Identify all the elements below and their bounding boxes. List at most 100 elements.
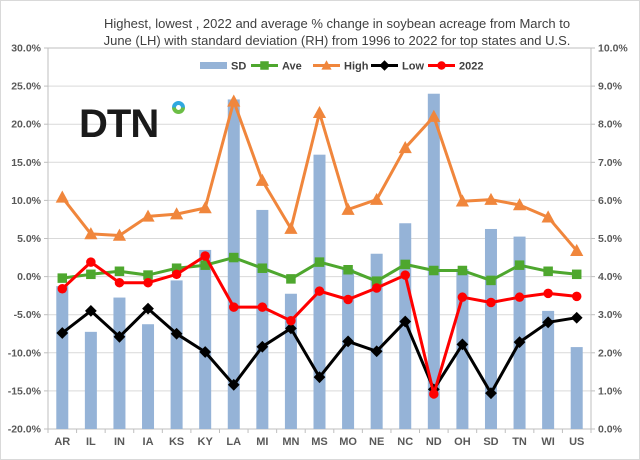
legend-label: High bbox=[344, 61, 369, 73]
x-axis-label: LA bbox=[226, 436, 241, 448]
left-axis-label: 30.0% bbox=[11, 43, 41, 55]
high-marker bbox=[370, 192, 384, 205]
dtn-logo-text: DTN bbox=[79, 102, 158, 146]
low-marker bbox=[342, 335, 354, 348]
sd-bar bbox=[84, 331, 97, 429]
high-marker bbox=[312, 105, 327, 119]
2022-marker bbox=[114, 277, 125, 288]
left-axis-label: 0.0% bbox=[17, 271, 42, 283]
sd-bar bbox=[342, 268, 355, 429]
legend-label: 2022 bbox=[459, 61, 483, 73]
x-axis-label: KS bbox=[169, 436, 184, 448]
right-axis-label: 5.0% bbox=[598, 233, 623, 245]
2022-marker bbox=[400, 270, 410, 280]
2022-marker bbox=[571, 291, 582, 302]
2022-marker bbox=[200, 251, 210, 261]
sd-bar bbox=[370, 253, 383, 429]
right-axis-label: 7.0% bbox=[598, 157, 623, 169]
dtn-logo: DTN bbox=[79, 101, 185, 146]
2022-marker bbox=[429, 389, 439, 399]
low-marker bbox=[56, 327, 69, 339]
right-axis-label: 6.0% bbox=[598, 195, 623, 207]
ave-marker bbox=[343, 264, 353, 275]
plot-area: 30.0% 10.0% 25.0% 9.0% 20.0% 8.0% 15.0% 7.0% 10.… bbox=[8, 43, 629, 449]
high-marker bbox=[112, 228, 127, 241]
sd-bar bbox=[427, 93, 440, 429]
ave-marker bbox=[200, 260, 210, 270]
legend-item-high: High bbox=[313, 60, 369, 73]
sd-bar bbox=[113, 297, 126, 429]
low-marker bbox=[256, 340, 269, 353]
low-marker bbox=[485, 387, 497, 400]
ave-marker bbox=[114, 266, 125, 277]
legend-label: SD bbox=[231, 61, 246, 73]
right-axis-label: 2.0% bbox=[598, 347, 623, 359]
high-marker bbox=[170, 207, 184, 220]
legend-item-2022: 2022 bbox=[428, 61, 483, 73]
left-axis-label: -5.0% bbox=[14, 309, 42, 321]
x-axis-label: MN bbox=[282, 436, 299, 448]
ave-marker bbox=[286, 274, 296, 284]
ave-marker bbox=[457, 265, 468, 276]
legend-item-ave: Ave bbox=[251, 61, 302, 73]
low-marker bbox=[170, 327, 183, 340]
low-marker bbox=[199, 346, 212, 358]
ave-marker bbox=[429, 265, 439, 276]
low-marker bbox=[313, 371, 326, 384]
high-marker bbox=[484, 192, 498, 205]
x-axis-label: SD bbox=[483, 436, 498, 448]
ave-marker bbox=[314, 257, 325, 267]
2022-marker bbox=[57, 284, 68, 294]
x-axis-label: NC bbox=[397, 436, 413, 448]
right-axis-label: 4.0% bbox=[598, 271, 623, 283]
low-marker bbox=[399, 315, 412, 328]
high-marker bbox=[398, 141, 412, 154]
2022-marker bbox=[514, 292, 525, 302]
sd-bar bbox=[570, 347, 583, 429]
low-marker bbox=[84, 305, 97, 317]
dtn-logo-ring-bottom-icon bbox=[172, 107, 185, 114]
x-axis-label: TN bbox=[512, 436, 527, 448]
high-marker bbox=[341, 202, 355, 215]
right-axis-label: 9.0% bbox=[598, 81, 623, 93]
2022-marker bbox=[86, 257, 96, 267]
ave-marker bbox=[514, 260, 525, 270]
high-marker bbox=[198, 201, 212, 214]
low-marker bbox=[227, 378, 240, 391]
right-axis-label: 0.0% bbox=[598, 424, 623, 436]
ave-marker bbox=[57, 273, 68, 283]
low-marker bbox=[513, 336, 526, 349]
ave-marker bbox=[571, 269, 582, 280]
x-axis-label: ND bbox=[426, 436, 442, 448]
legend-item-low: Low bbox=[371, 60, 424, 73]
dtn-logo-ring-top-icon bbox=[172, 101, 185, 108]
ave-marker bbox=[86, 269, 96, 280]
high-marker bbox=[570, 243, 584, 256]
2022-marker bbox=[314, 286, 325, 296]
low-marker bbox=[370, 345, 383, 358]
high-marker bbox=[55, 190, 69, 203]
high-marker bbox=[84, 227, 98, 240]
low-marker bbox=[456, 338, 469, 351]
left-axis-label: 25.0% bbox=[11, 81, 41, 93]
high-marker bbox=[427, 109, 441, 122]
legend-marker-diamond bbox=[379, 60, 390, 71]
right-axis-label: 10.0% bbox=[598, 43, 628, 55]
ave-marker bbox=[400, 259, 410, 270]
2022-marker bbox=[257, 302, 268, 312]
legend-item-sd: SD bbox=[200, 61, 246, 73]
sd-bar bbox=[142, 324, 155, 429]
high-marker bbox=[141, 209, 155, 222]
chart-legend: SD Ave High Low 2022 bbox=[200, 60, 483, 73]
x-axis-label: WI bbox=[541, 436, 554, 448]
x-axis-label: MO bbox=[339, 436, 357, 448]
x-axis-label: OH bbox=[454, 436, 471, 448]
2022-marker bbox=[343, 294, 353, 305]
legend-sd-swatch bbox=[200, 62, 227, 69]
sd-bar bbox=[227, 99, 240, 429]
2022-marker bbox=[543, 288, 553, 299]
left-axis-label: 15.0% bbox=[11, 157, 41, 169]
sd-bar bbox=[199, 249, 212, 429]
sd-bar bbox=[170, 280, 183, 429]
